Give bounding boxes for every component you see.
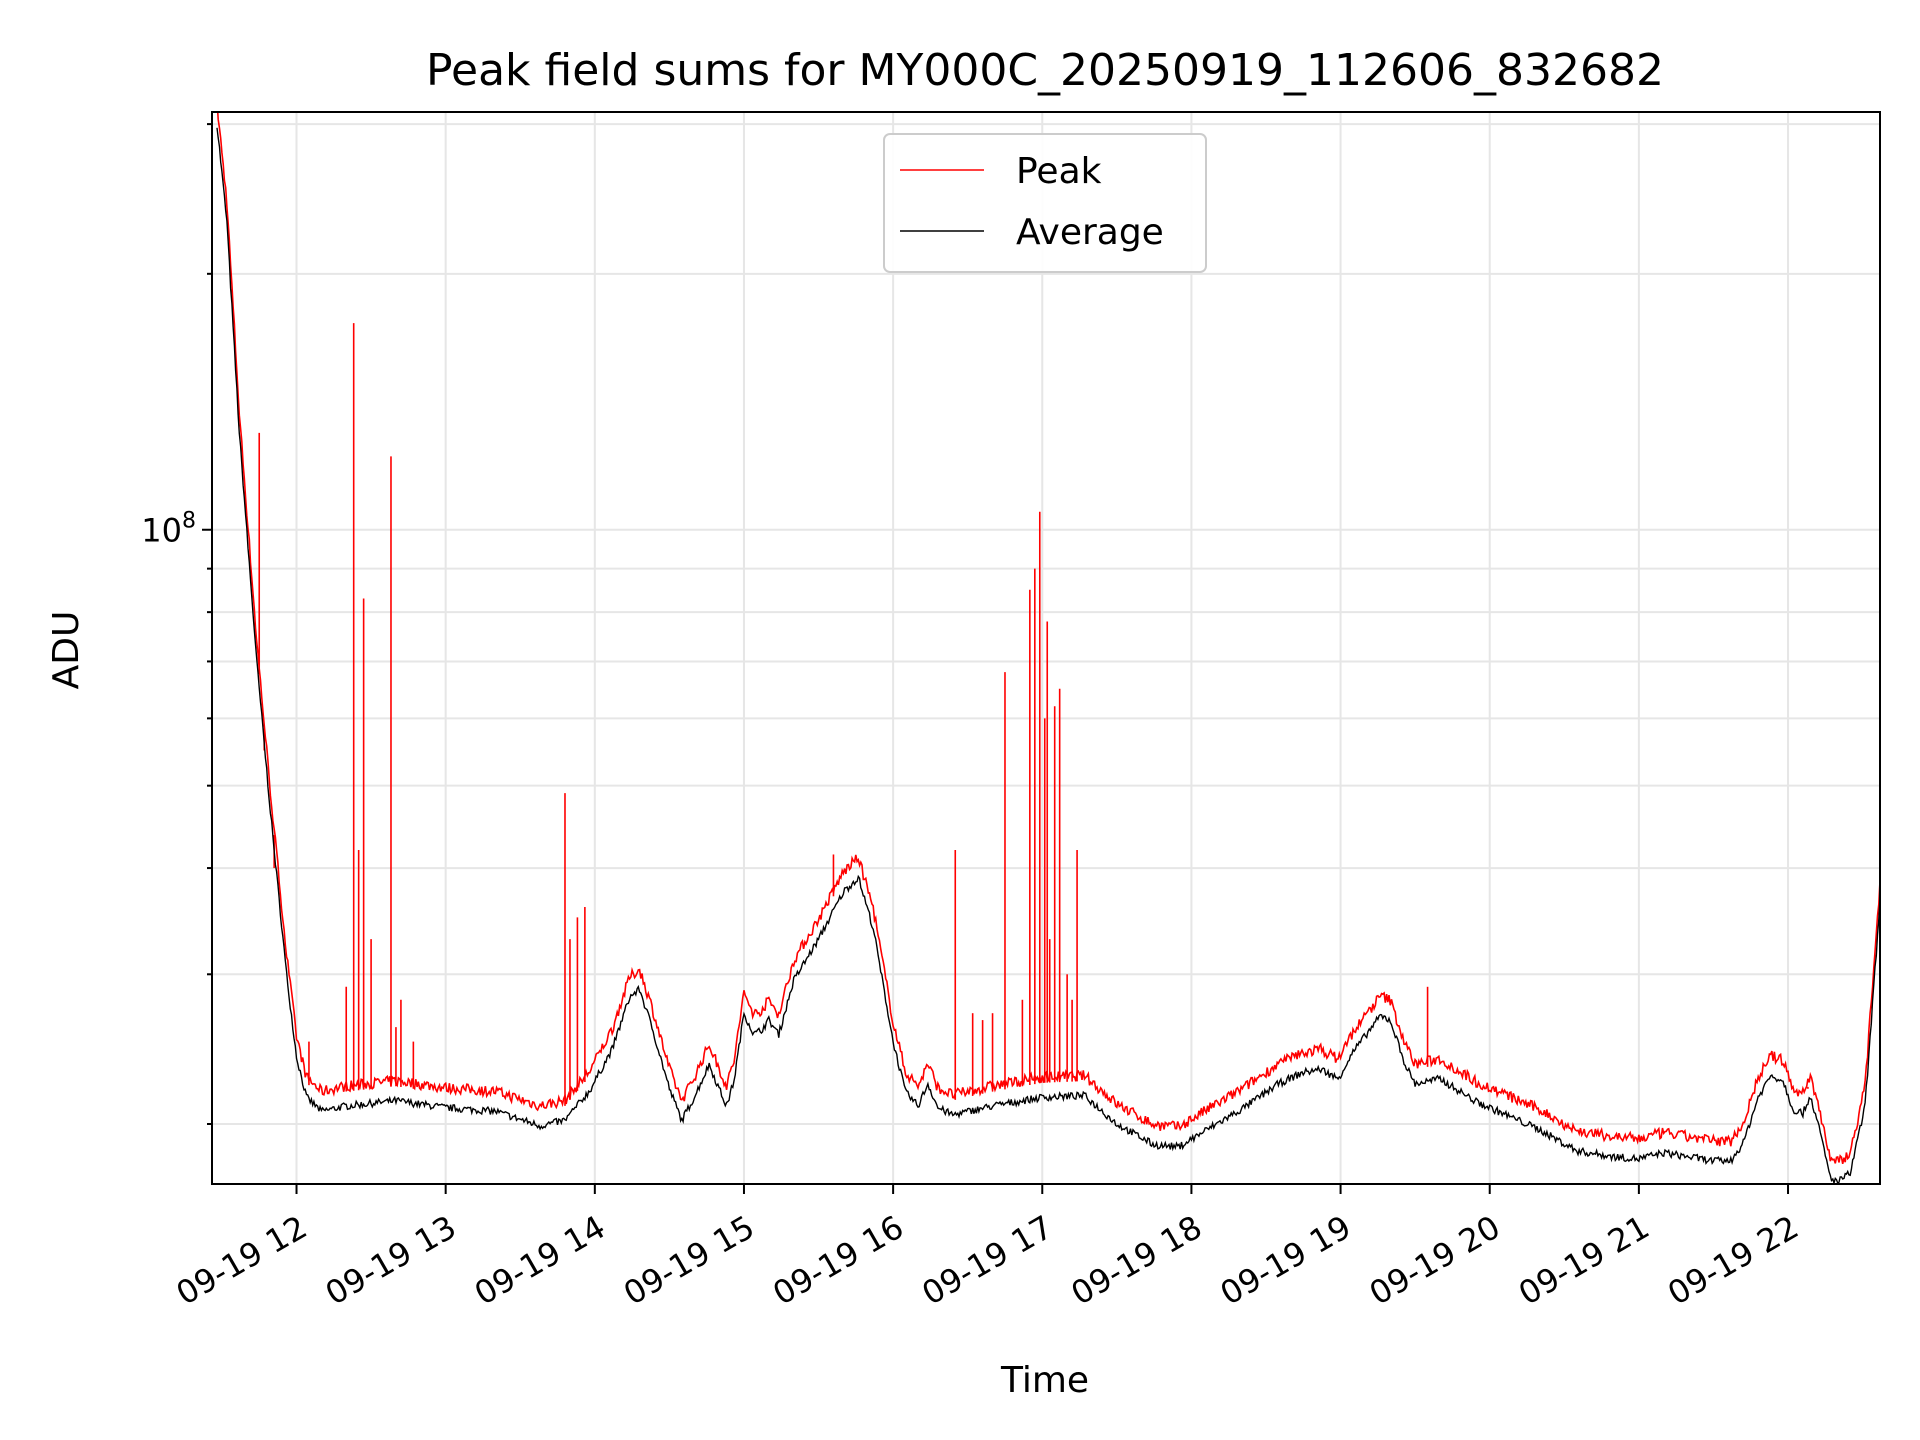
grid-lines (212, 112, 1880, 1184)
chart-title: Peak field sums for MY000C_20250919_1126… (426, 45, 1664, 96)
legend-peak-label: Peak (1016, 151, 1102, 192)
plot-frame (211, 111, 1881, 1185)
plot-area (216, 112, 1880, 1184)
y-tick-label: 108 (141, 509, 196, 550)
x-axis-label: Time (1000, 1360, 1089, 1401)
legend-average-label: Average (1016, 212, 1164, 253)
y-axis-ticks: 108 (141, 123, 212, 1125)
average-series-layer (216, 127, 1880, 1184)
legend-box (883, 133, 1207, 273)
peak-series-layer (216, 112, 1880, 1164)
legend: Peak Average (883, 133, 1207, 273)
average-series-line (216, 127, 1880, 1184)
y-axis-label: ADU (46, 611, 87, 690)
peak-series-line (216, 112, 1880, 1164)
